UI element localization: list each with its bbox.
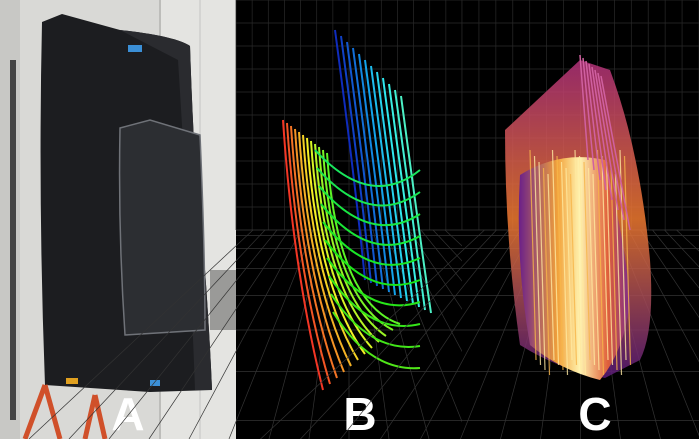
panel-label: B bbox=[343, 388, 376, 439]
page: A B C (() => { const data = JSON.parse(d… bbox=[0, 0, 699, 439]
equipment bbox=[210, 270, 236, 330]
panel-label: C bbox=[578, 388, 611, 439]
panel-a: A bbox=[0, 0, 236, 439]
tag bbox=[66, 378, 78, 384]
frame bbox=[10, 60, 16, 420]
panel-label: A bbox=[111, 388, 144, 439]
figure: A B C bbox=[0, 0, 699, 439]
tag bbox=[128, 45, 142, 52]
patch bbox=[120, 120, 205, 335]
tag bbox=[150, 380, 160, 386]
